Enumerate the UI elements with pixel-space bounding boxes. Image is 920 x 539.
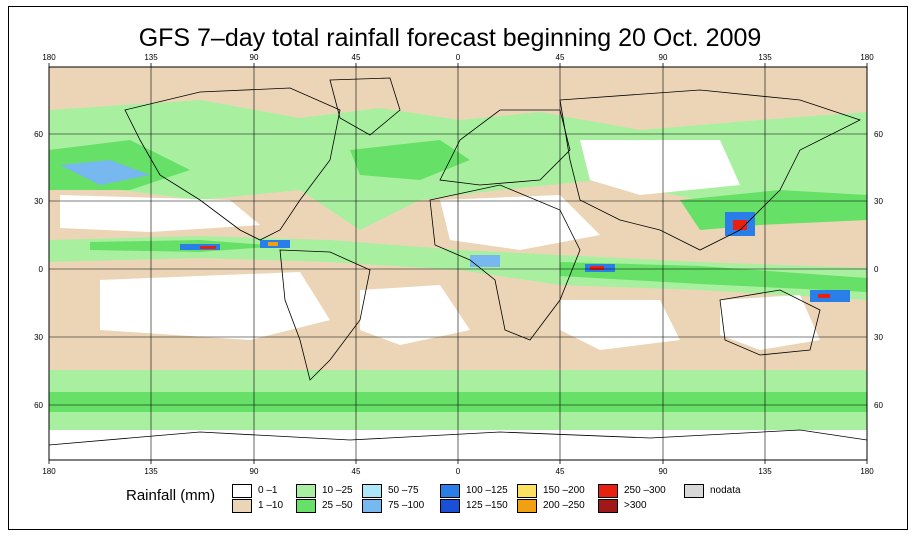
legend-swatch-1-10 (232, 499, 252, 513)
coastline-south-america (279, 249, 371, 381)
rain-cell-indian-ocean-core (590, 266, 604, 270)
legend-swatch-over-300 (598, 499, 618, 513)
figure-frame (8, 6, 908, 530)
lat-label-right: 60 (874, 130, 883, 139)
rain-band-north-atlantic (350, 140, 470, 180)
legend-swatch-250-300 (598, 484, 618, 498)
legend-swatch-125-150 (440, 499, 460, 513)
coastline-greenland (329, 77, 401, 136)
rain-cell-north-pacific (60, 160, 150, 185)
dry-zone-ne-pacific (60, 195, 260, 232)
legend-swatch-100-125 (440, 484, 460, 498)
legend-swatch-10-25 (296, 484, 316, 498)
legend-label-75-100: 75 –100 (388, 500, 425, 511)
lon-label-bottom: 45 (352, 467, 361, 476)
tick-marks (48, 63, 868, 464)
lat-label-right: 30 (874, 333, 883, 342)
coastline-africa (429, 184, 581, 341)
rain-cell-south-pacific-core (818, 294, 830, 298)
dry-zone-south-indian-ocean (560, 300, 680, 350)
legend-label-0-1: 0 –1 (258, 485, 278, 496)
dry-zone-australia (720, 295, 820, 350)
lat-labels-left: 60 30 0 30 60 (34, 130, 43, 410)
legend-label-200-250: 200 –250 (543, 500, 585, 511)
coastline-asia (559, 89, 862, 251)
lon-label-top: 180 (860, 53, 874, 62)
lon-label-top: 135 (144, 53, 158, 62)
legend-label-10-25: 10 –25 (322, 485, 353, 496)
lon-label-bottom: 180 (860, 467, 874, 476)
lat-label-left: 60 (34, 130, 43, 139)
lat-label-right: 0 (874, 265, 879, 274)
lon-labels-top: 180 135 90 45 0 45 90 135 180 (42, 53, 874, 62)
lat-label-right: 60 (874, 401, 883, 410)
lon-label-top: 90 (659, 53, 668, 62)
lat-label-left: 30 (34, 333, 43, 342)
dry-zone-central-asia (580, 140, 740, 195)
lat-label-left: 60 (34, 401, 43, 410)
coastline-antarctica (49, 429, 867, 446)
legend-label-150-200: 150 –200 (543, 485, 585, 496)
lon-label-top: 0 (456, 53, 461, 62)
dry-zone-se-pacific (100, 272, 330, 340)
legend-label-250-300: 250 –300 (624, 485, 666, 496)
lon-label-bottom: 90 (659, 467, 668, 476)
legend-swatch-150-200 (517, 484, 537, 498)
legend-label-100-125: 100 –125 (466, 485, 508, 496)
legend-swatch-200-250 (517, 499, 537, 513)
legend-title: Rainfall (mm) (126, 487, 216, 504)
graticule (49, 67, 867, 460)
lon-label-bottom: 45 (556, 467, 565, 476)
lat-label-left: 30 (34, 197, 43, 206)
rain-cell-east-pacific-core (200, 246, 216, 249)
legend-label-over-300: >300 (624, 500, 647, 511)
legend-label-1-10: 1 –10 (258, 500, 284, 511)
legend-label-50-75: 50 –75 (388, 485, 419, 496)
coastline-north-america (124, 87, 341, 241)
legend-swatch-0-1 (232, 484, 252, 498)
legend-label-nodata: nodata (710, 485, 741, 496)
lat-label-right: 30 (874, 197, 883, 206)
legend-swatch-25-50 (296, 499, 316, 513)
lat-labels-right: 60 30 0 30 60 (874, 130, 883, 410)
lon-label-bottom: 135 (144, 467, 158, 476)
lon-label-bottom: 90 (250, 467, 259, 476)
lon-labels-bottom: 180 135 90 45 0 45 90 135 180 (42, 467, 874, 476)
dry-zone-south-atlantic (360, 285, 470, 345)
lon-label-bottom: 0 (456, 467, 461, 476)
lon-label-top: 180 (42, 53, 56, 62)
coastlines (49, 77, 867, 446)
coastline-australia (719, 289, 821, 356)
legend-label-125-150: 125 –150 (466, 500, 508, 511)
map-title: GFS 7–day total rainfall forecast beginn… (138, 24, 762, 52)
lon-label-top: 135 (758, 53, 772, 62)
lat-label-left: 0 (39, 265, 44, 274)
legend-swatch-75-100 (362, 499, 382, 513)
lon-label-top: 45 (352, 53, 361, 62)
rain-cell-central-america-core (268, 242, 278, 246)
legend-swatch-nodata (684, 484, 704, 498)
lon-label-top: 45 (556, 53, 565, 62)
lon-label-bottom: 180 (42, 467, 56, 476)
lon-label-bottom: 135 (758, 467, 772, 476)
legend-label-25-50: 25 –50 (322, 500, 353, 511)
lon-label-top: 90 (250, 53, 259, 62)
legend-swatch-50-75 (362, 484, 382, 498)
rain-cell-west-africa (470, 255, 500, 267)
rain-cell-west-pacific-core (733, 220, 747, 230)
rain-band-itcz-indian-ocean (560, 262, 867, 292)
